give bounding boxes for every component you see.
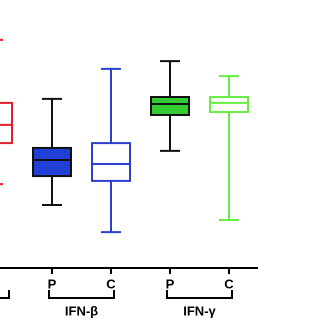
group-bracket xyxy=(0,290,10,299)
x-tick-label: C xyxy=(106,276,116,291)
box xyxy=(150,96,190,116)
x-tick-label: P xyxy=(166,276,175,291)
box xyxy=(91,142,131,182)
box xyxy=(32,146,72,178)
group-bracket xyxy=(166,290,233,299)
x-tick-label: C xyxy=(224,276,234,291)
box xyxy=(209,96,249,114)
group-bracket xyxy=(48,290,115,299)
group-label: IFN-γ xyxy=(183,303,216,318)
box xyxy=(0,101,13,145)
x-tick-label: P xyxy=(48,276,57,291)
group-label: IFN-β xyxy=(65,303,98,318)
